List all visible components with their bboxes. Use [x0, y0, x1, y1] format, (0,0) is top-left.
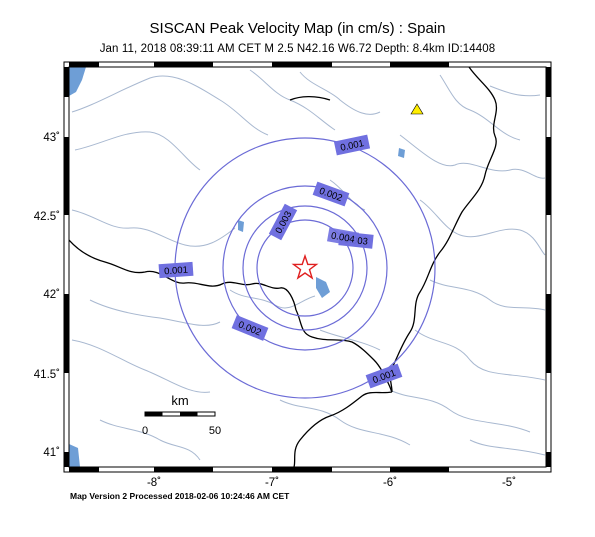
contour-ring-0003 [242, 205, 368, 331]
lon-tick: -6˚ [383, 477, 397, 489]
lon-tick: -8˚ [147, 477, 161, 489]
contour-label: 0.002 [237, 319, 263, 338]
lon-tick: -5˚ [502, 477, 516, 489]
borders [69, 67, 498, 467]
processing-note: Map Version 2 Processed 2018-02-06 10:24… [70, 491, 290, 501]
map-frame [63, 61, 552, 473]
lat-tick: 43˚ [43, 132, 60, 144]
lat-tick: 42˚ [43, 289, 60, 301]
station-triangle-icon [410, 103, 424, 115]
contour-ring-0004 [256, 219, 354, 317]
rivers [71, 69, 546, 461]
map-area: 0.001 0.001 0.001 0.002 0.002 0.003 [69, 67, 546, 467]
scale-end-label: 50 [209, 425, 221, 437]
contour-label: 0.001 [371, 368, 397, 386]
longitude-labels: -8˚ -7˚ -6˚ -5˚ [147, 477, 516, 489]
scale-bar: km 0 50 [142, 393, 221, 437]
event-info: Jan 11, 2018 08:39:11 AM CET M 2.5 N42.1… [99, 43, 496, 55]
lon-tick: -7˚ [265, 477, 279, 489]
contour-ring-0002 [222, 185, 388, 351]
water-bodies [69, 67, 405, 467]
lat-tick: 41.5˚ [34, 369, 60, 381]
scale-start-label: 0 [142, 425, 148, 437]
contour-label: 0.001 [339, 138, 365, 154]
contour-labels: 0.001 0.001 0.001 0.002 0.002 0.003 [158, 134, 403, 389]
map-title: SISCAN Peak Velocity Map (in cm/s) : Spa… [149, 20, 446, 37]
epicenter-star-icon [291, 253, 319, 280]
lat-tick: 41˚ [43, 447, 60, 459]
contour-label: 0.004 [330, 231, 355, 246]
contour-label: 0.001 [164, 265, 188, 278]
lat-tick: 42.5˚ [34, 211, 60, 223]
latitude-labels: 43˚ 42.5˚ 42˚ 41.5˚ 41˚ [34, 132, 60, 459]
scale-unit: km [171, 393, 188, 408]
